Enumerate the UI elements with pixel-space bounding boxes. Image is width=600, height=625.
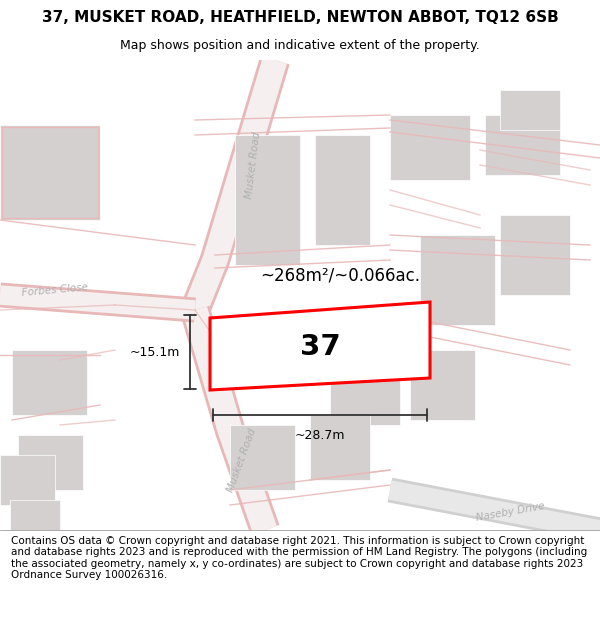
Text: Musket Road: Musket Road <box>244 131 262 199</box>
Text: Naseby Drive: Naseby Drive <box>475 501 545 523</box>
Polygon shape <box>310 415 370 480</box>
Polygon shape <box>315 135 370 245</box>
Text: ~15.1m: ~15.1m <box>130 346 180 359</box>
Text: 37: 37 <box>299 333 340 361</box>
Text: ~28.7m: ~28.7m <box>295 429 345 442</box>
Text: Contains OS data © Crown copyright and database right 2021. This information is : Contains OS data © Crown copyright and d… <box>11 536 587 581</box>
Text: ~268m²/~0.066ac.: ~268m²/~0.066ac. <box>260 266 420 284</box>
Polygon shape <box>230 425 295 490</box>
Polygon shape <box>18 435 83 490</box>
Polygon shape <box>420 235 495 325</box>
Polygon shape <box>390 115 470 180</box>
Bar <box>2 127 98 218</box>
Polygon shape <box>12 350 87 415</box>
Polygon shape <box>500 90 560 130</box>
Text: 37, MUSKET ROAD, HEATHFIELD, NEWTON ABBOT, TQ12 6SB: 37, MUSKET ROAD, HEATHFIELD, NEWTON ABBO… <box>41 11 559 26</box>
Polygon shape <box>0 125 100 220</box>
Polygon shape <box>10 500 60 530</box>
Polygon shape <box>210 302 430 390</box>
Text: Forbes Close: Forbes Close <box>22 282 89 298</box>
Polygon shape <box>0 455 55 505</box>
Polygon shape <box>485 115 560 175</box>
Polygon shape <box>235 135 300 265</box>
Polygon shape <box>500 215 570 295</box>
Text: Map shows position and indicative extent of the property.: Map shows position and indicative extent… <box>120 39 480 51</box>
Text: Musket Road: Musket Road <box>226 427 258 493</box>
Polygon shape <box>410 350 475 420</box>
Polygon shape <box>330 360 400 425</box>
